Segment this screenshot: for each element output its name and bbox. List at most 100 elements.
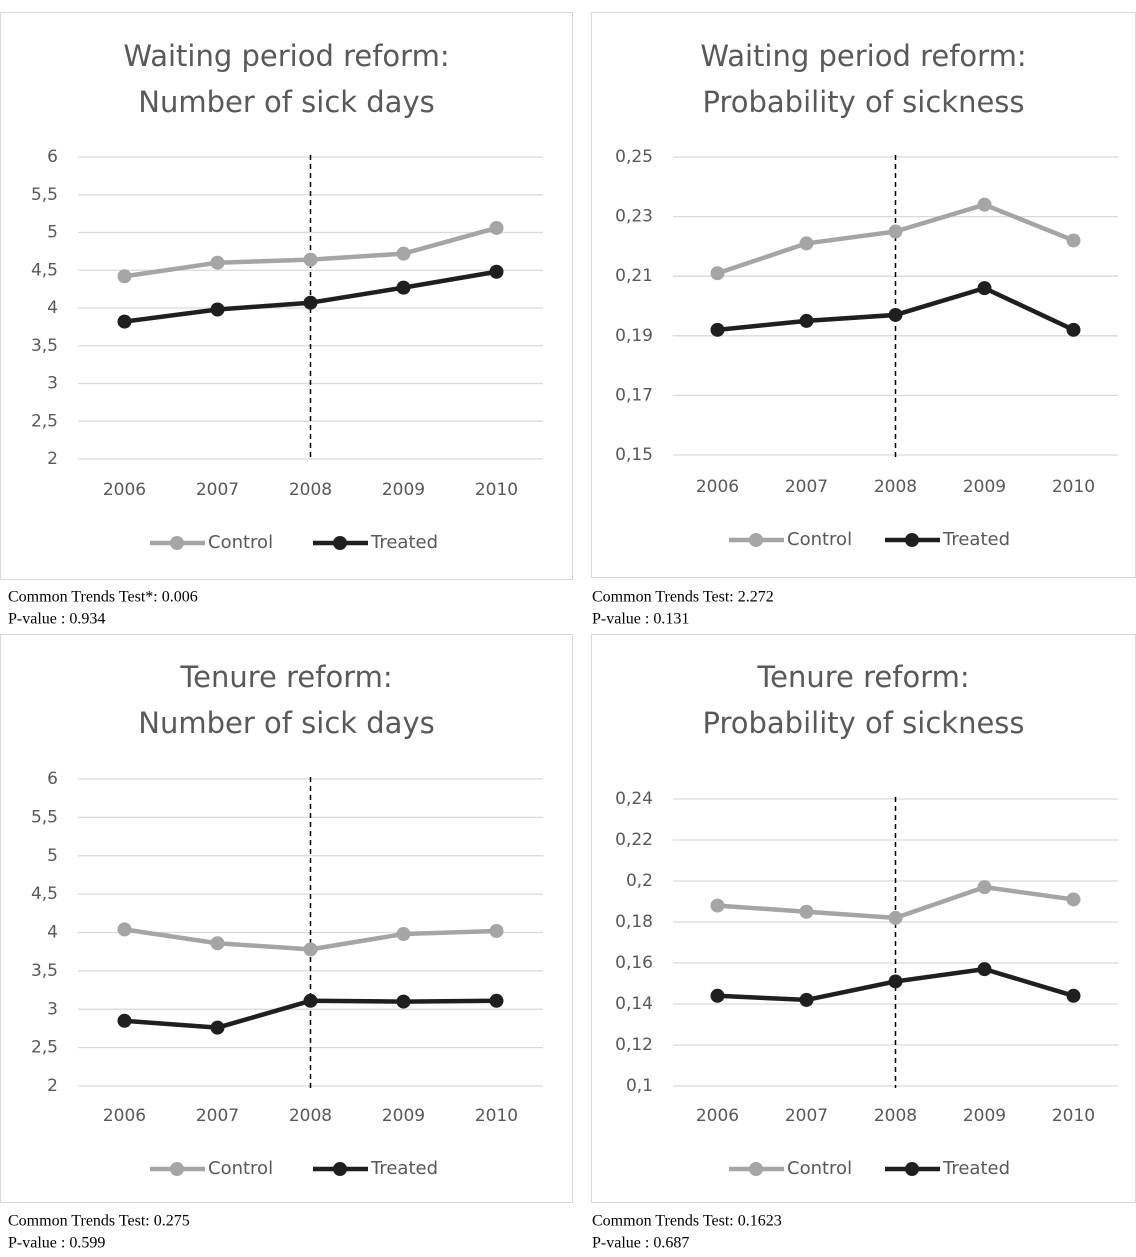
y-tick-label: 2 <box>47 1076 58 1096</box>
data-point <box>799 313 814 328</box>
chart-frame <box>0 634 573 1203</box>
note: Common Trends Test: 0.275 <box>8 1213 190 1230</box>
x-tick-label: 2008 <box>289 1106 332 1126</box>
y-tick-label: 4 <box>47 298 58 318</box>
x-tick-label: 2009 <box>382 480 425 500</box>
chart-title: Waiting period reform: <box>123 39 449 73</box>
y-tick-label: 3,5 <box>31 961 58 981</box>
y-tick-label: 4 <box>47 923 58 943</box>
x-tick-label: 2007 <box>785 1106 828 1126</box>
x-tick-label: 2006 <box>696 477 739 497</box>
chart-frame <box>591 12 1136 578</box>
legend-marker <box>905 1162 919 1176</box>
legend-marker <box>333 536 347 550</box>
y-tick-label: 0,1 <box>626 1076 653 1096</box>
y-tick-label: 0,25 <box>615 147 653 167</box>
y-tick-label: 0,23 <box>615 207 653 227</box>
chart-frame <box>0 12 573 580</box>
y-tick-label: 0,18 <box>615 912 653 932</box>
y-tick-label: 6 <box>47 147 58 167</box>
legend-marker <box>170 1162 184 1176</box>
chart-title: Number of sick days <box>138 85 434 119</box>
data-point <box>799 992 814 1007</box>
y-tick-label: 0,17 <box>615 385 653 405</box>
data-point <box>210 1020 225 1035</box>
x-tick-label: 2007 <box>785 477 828 497</box>
note: Common Trends Test: 0.1623 <box>592 1213 782 1230</box>
data-point <box>117 1013 132 1028</box>
y-tick-label: 5 <box>47 846 58 866</box>
data-point <box>303 252 318 267</box>
data-point <box>210 255 225 270</box>
data-point <box>1066 988 1081 1003</box>
x-tick-label: 2007 <box>196 1106 239 1126</box>
legend-label: Control <box>787 1158 852 1179</box>
y-tick-label: 0,2 <box>626 871 653 891</box>
legend-label: Treated <box>370 532 438 553</box>
note: P-value : 0.687 <box>592 1235 689 1252</box>
data-point <box>303 295 318 310</box>
data-point <box>303 942 318 957</box>
x-tick-label: 2006 <box>103 480 146 500</box>
x-tick-label: 2009 <box>963 477 1006 497</box>
data-point <box>1066 892 1081 907</box>
legend-marker <box>905 533 919 547</box>
x-tick-label: 2008 <box>874 1106 917 1126</box>
data-point <box>117 269 132 284</box>
data-point <box>710 266 725 281</box>
legend-marker <box>170 536 184 550</box>
legend-label: Control <box>208 532 273 553</box>
y-tick-label: 5,5 <box>31 807 58 827</box>
chart-title: Number of sick days <box>138 706 434 740</box>
y-tick-label: 0,19 <box>615 326 653 346</box>
data-point <box>396 927 411 942</box>
x-tick-label: 2006 <box>696 1106 739 1126</box>
data-point <box>710 322 725 337</box>
data-point <box>888 224 903 239</box>
chart-frame <box>591 634 1136 1203</box>
y-tick-label: 4,5 <box>31 260 58 280</box>
data-point <box>888 974 903 989</box>
x-tick-label: 2008 <box>874 477 917 497</box>
data-point <box>710 898 725 913</box>
chart-title: Probability of sickness <box>702 706 1024 740</box>
legend-marker <box>749 1162 763 1176</box>
x-tick-label: 2010 <box>1052 1106 1095 1126</box>
y-tick-label: 0,15 <box>615 445 653 465</box>
y-tick-label: 5 <box>47 223 58 243</box>
data-point <box>977 281 992 296</box>
note: Common Trends Test: 2.272 <box>592 589 774 606</box>
y-tick-label: 0,12 <box>615 1035 653 1055</box>
note: P-value : 0.599 <box>8 1235 105 1252</box>
x-tick-label: 2010 <box>1052 477 1095 497</box>
legend-label: Treated <box>942 1158 1010 1179</box>
x-tick-label: 2009 <box>382 1106 425 1126</box>
data-point <box>977 880 992 895</box>
data-point <box>799 904 814 919</box>
data-point <box>396 994 411 1009</box>
data-point <box>489 264 504 279</box>
y-tick-label: 5,5 <box>31 185 58 205</box>
x-tick-label: 2009 <box>963 1106 1006 1126</box>
chart-title: Tenure reform: <box>179 660 392 694</box>
legend-marker <box>333 1162 347 1176</box>
note: P-value : 0.934 <box>8 611 105 628</box>
legend-label: Control <box>787 529 852 550</box>
y-tick-label: 0,16 <box>615 953 653 973</box>
data-point <box>489 923 504 938</box>
note: P-value : 0.131 <box>592 611 689 628</box>
y-tick-label: 0,22 <box>615 830 653 850</box>
data-point <box>396 246 411 261</box>
y-tick-label: 0,21 <box>615 266 653 286</box>
data-point <box>1066 233 1081 248</box>
data-point <box>799 236 814 251</box>
y-tick-label: 2 <box>47 449 58 469</box>
data-point <box>210 936 225 951</box>
chart-title: Tenure reform: <box>756 660 969 694</box>
legend-label: Treated <box>370 1158 438 1179</box>
chart-title: Probability of sickness <box>702 85 1024 119</box>
data-point <box>1066 322 1081 337</box>
y-tick-label: 2,5 <box>31 411 58 431</box>
data-point <box>710 988 725 1003</box>
